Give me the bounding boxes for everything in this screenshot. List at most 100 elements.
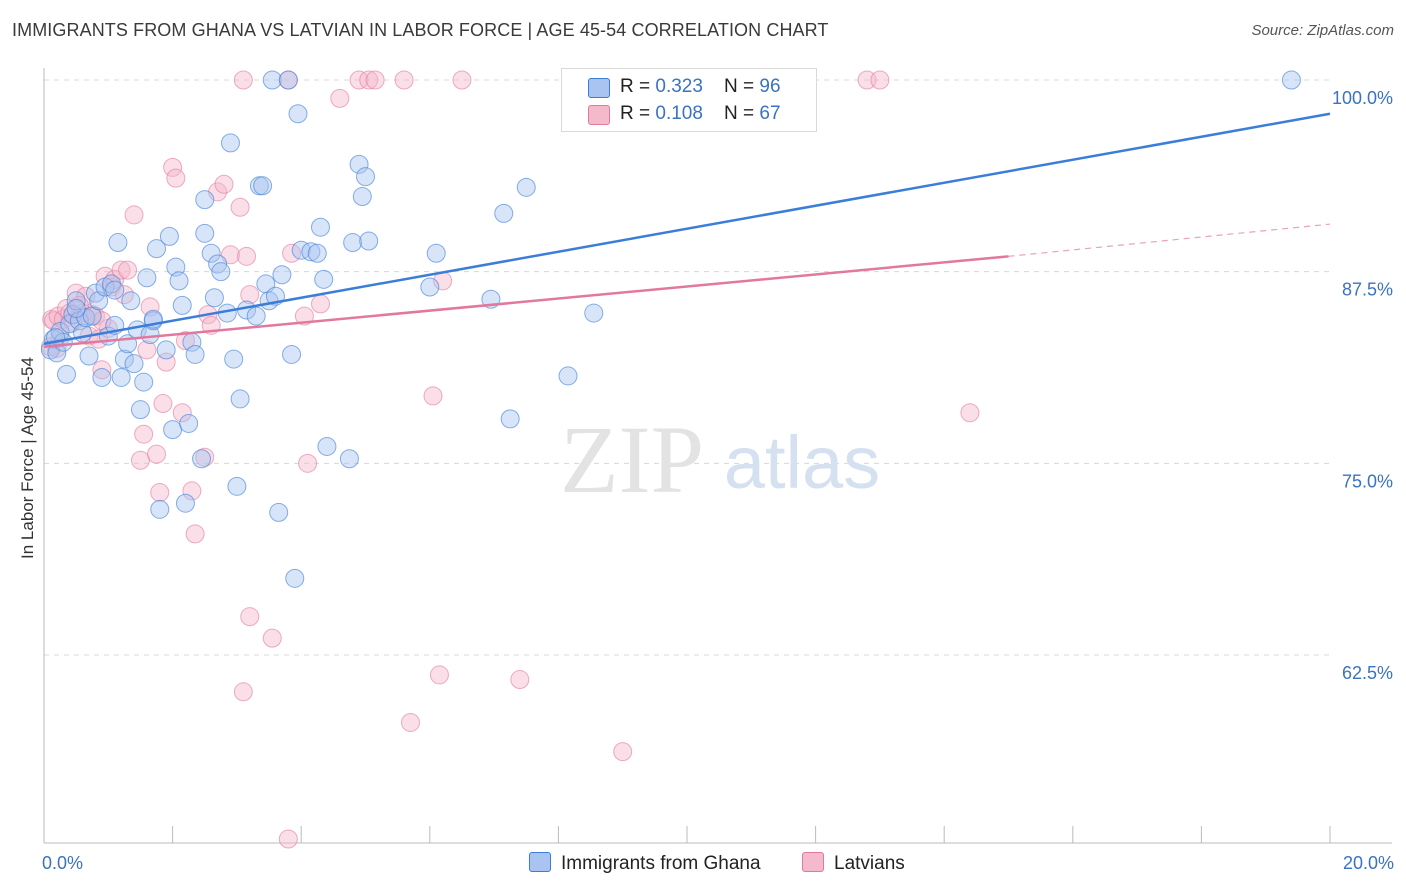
ghana-point xyxy=(105,280,125,300)
y-axis-label: In Labor Force | Age 45-54 xyxy=(18,357,37,559)
r-value: 0.108 xyxy=(655,103,703,124)
latvians-point xyxy=(510,670,530,690)
latvians-point xyxy=(310,294,330,314)
ghana-point xyxy=(156,340,176,360)
latvians-point xyxy=(111,260,131,280)
ghana-point xyxy=(291,240,311,260)
ghana-point xyxy=(516,177,536,197)
stats-legend: R = 0.323 N = 96 R = 0.108 N = 67 xyxy=(561,68,817,132)
watermark-atlas: atlas xyxy=(724,421,880,504)
latvians-point xyxy=(182,481,202,501)
watermark-zip: ZIP xyxy=(560,406,704,513)
latvians-point xyxy=(92,360,112,380)
r-label: R = xyxy=(620,103,656,124)
ghana-point xyxy=(220,133,240,153)
n-value: 96 xyxy=(759,76,781,97)
ghana-point xyxy=(288,104,308,124)
ghana-point xyxy=(301,242,321,262)
latvians-point xyxy=(233,70,253,90)
latvians-point xyxy=(185,524,205,544)
ghana-point xyxy=(253,176,273,196)
latvians-point xyxy=(423,386,443,406)
ghana-point xyxy=(85,283,105,303)
ghana-point xyxy=(307,243,327,263)
latvians-trend-extension xyxy=(1008,223,1331,257)
x-tick-label: 20.0% xyxy=(1343,853,1394,873)
ghana-point xyxy=(211,262,231,282)
latvians-point xyxy=(298,453,318,473)
latvians-point xyxy=(394,70,414,90)
ghana-point xyxy=(269,502,289,522)
latvians-point xyxy=(153,394,173,414)
ghana-point xyxy=(147,239,167,259)
latvians-point xyxy=(137,340,157,360)
ghana-point xyxy=(114,349,134,369)
bottom-legend-swatch-ghana xyxy=(529,852,551,872)
ghana-point xyxy=(102,274,122,294)
ghana-point xyxy=(47,343,67,363)
latvians-point xyxy=(195,447,215,467)
ghana-point xyxy=(79,346,99,366)
trend-lines xyxy=(43,112,1331,349)
latvians-point xyxy=(233,682,253,702)
bottom-legend-ghana: Immigrants from Ghana xyxy=(529,852,761,875)
ghana-point xyxy=(92,367,112,387)
latvians-trend-line xyxy=(43,255,1009,349)
latvians-point xyxy=(124,205,144,225)
ghana-point xyxy=(272,265,292,285)
ghana-point xyxy=(1281,70,1301,90)
ghana-point xyxy=(227,476,247,496)
ghana-point xyxy=(285,568,305,588)
legend-swatch-ghana xyxy=(588,78,610,98)
ghana-point xyxy=(246,306,266,326)
ghana-point xyxy=(134,372,154,392)
n-label: N = xyxy=(724,76,760,97)
ghana-point xyxy=(201,243,221,263)
latvians-point xyxy=(452,70,472,90)
y-tick-label: 62.5% xyxy=(1342,663,1393,683)
latvians-point xyxy=(240,607,260,627)
ghana-point xyxy=(175,493,195,513)
ghana-point xyxy=(163,420,183,440)
ghana-point xyxy=(420,277,440,297)
gridlines xyxy=(44,79,1330,656)
latvians-point xyxy=(48,306,68,326)
r-label: R = xyxy=(620,76,656,97)
r-value: 0.323 xyxy=(655,76,703,97)
latvians-point xyxy=(359,70,379,90)
tick-labels: 62.5% 75.0% 87.5% 100.0% 0.0% 20.0% xyxy=(42,88,1394,873)
chart-title: IMMIGRANTS FROM GHANA VS LATVIAN IN LABO… xyxy=(12,20,829,40)
ghana-point xyxy=(57,364,77,384)
ghana-point xyxy=(278,70,298,90)
latvians-point xyxy=(330,88,350,108)
ghana-point xyxy=(195,190,215,210)
latvians-point xyxy=(960,403,980,423)
latvians-point xyxy=(147,444,167,464)
source-label: Source: ZipAtlas.com xyxy=(1251,22,1394,39)
ghana-point xyxy=(494,203,514,223)
ghana-point xyxy=(137,268,157,288)
legend-text-latvians: R = 0.108 N = 67 xyxy=(620,103,781,125)
ghana-trend-line xyxy=(43,112,1331,345)
latvians-point xyxy=(118,260,138,280)
latvians-point xyxy=(230,197,250,217)
latvians-point xyxy=(613,742,633,762)
ghana-point xyxy=(108,233,128,253)
bottom-legend-label-ghana: Immigrants from Ghana xyxy=(561,853,761,874)
y-tick-label: 100.0% xyxy=(1332,88,1393,108)
latvians-point xyxy=(262,628,282,648)
ghana-point xyxy=(185,344,205,364)
latvians-point xyxy=(278,829,298,849)
ghana-point xyxy=(204,288,224,308)
ghana-point xyxy=(208,254,228,274)
ghana-point xyxy=(179,413,199,433)
axes xyxy=(43,68,1392,844)
ghana-point xyxy=(310,217,330,237)
latvians-point xyxy=(294,306,314,326)
ghana-point xyxy=(195,223,215,243)
ghana-point xyxy=(66,291,86,311)
bottom-legend-latvians: Latvians xyxy=(802,852,905,875)
ghana-point xyxy=(230,389,250,409)
latvians-point xyxy=(220,245,240,265)
ghana-point xyxy=(349,154,369,174)
